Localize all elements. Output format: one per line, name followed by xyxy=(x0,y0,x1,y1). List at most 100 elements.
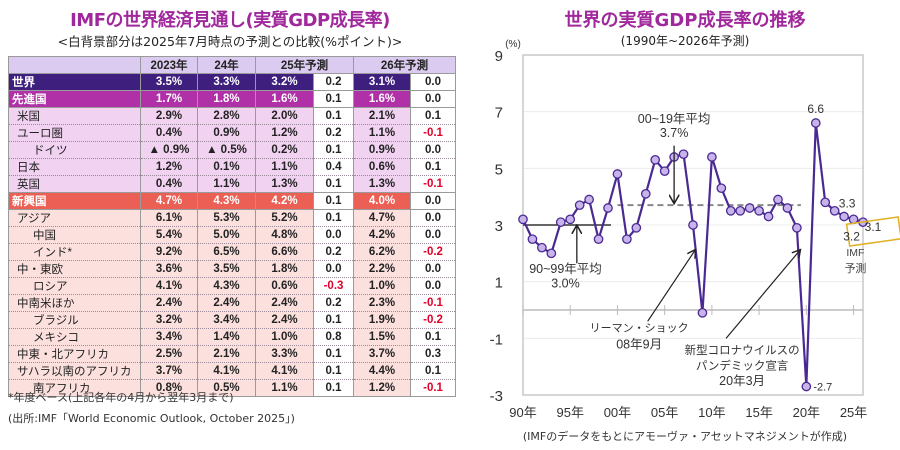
region-label: 先進国 xyxy=(8,90,141,108)
value-2025: 1.2% xyxy=(255,124,314,142)
y-tick-label: 5 xyxy=(495,161,503,178)
value-2024: 2.8% xyxy=(197,107,256,125)
avg-00s-value: 3.7% xyxy=(660,126,689,140)
x-tick-label: 20年 xyxy=(793,405,820,420)
value-2023: 3.5% xyxy=(140,73,198,91)
data-point xyxy=(546,248,557,259)
diff-2025: 0.2 xyxy=(312,294,355,312)
table-row: 英国 0.4% 1.1% 1.3% 0.1 1.3% -0.1 xyxy=(8,175,457,193)
diff-2025: 0.1 xyxy=(312,209,355,227)
x-tick-label: 90年 xyxy=(509,405,536,420)
gdp-line-chart: 9 7 5 3 1 -1 -3 (%) 90年 95年 00年 05年 10年 15年 20年 25年 90~9… xyxy=(490,39,900,420)
value-2024: ▲ 0.5% xyxy=(197,141,256,159)
value-2024: 2.1% xyxy=(197,345,256,363)
value-2023: 0.4% xyxy=(140,175,198,193)
chart-title: 世界の実質GDP成長率の推移 xyxy=(564,10,806,31)
value-2023: 3.7% xyxy=(140,362,198,380)
region-label: 中国 xyxy=(8,226,141,244)
diff-2026: -0.1 xyxy=(410,379,457,397)
header-2024: 24年 xyxy=(197,56,256,74)
value-2024: 5.0% xyxy=(197,226,256,244)
diff-2026: 0.0 xyxy=(410,73,457,91)
diff-2026: -0.1 xyxy=(410,175,457,193)
table-row: アジア 6.1% 5.3% 5.2% 0.1 4.7% 0.0 xyxy=(8,209,457,227)
x-tick-label: 95年 xyxy=(556,405,583,420)
footnote: *年度ベース(上記各年の4月から翌年3月まで) xyxy=(8,391,234,404)
diff-2026: 0.1 xyxy=(410,328,457,346)
data-point xyxy=(622,234,632,245)
diff-2026: 0.0 xyxy=(410,141,457,159)
diff-2026: 0.1 xyxy=(410,362,457,380)
covid-date: 20年3月 xyxy=(719,374,765,388)
value-2025: 1.1% xyxy=(255,158,314,176)
value-2026: 3.1% xyxy=(353,73,412,91)
data-point xyxy=(725,205,736,216)
peak-value-label: 6.6 xyxy=(807,102,824,116)
source-note: (出所:IMF「World Economic Outlook, October … xyxy=(8,412,295,425)
value-label-2025: 3.2 xyxy=(843,229,860,243)
region-label: インド* xyxy=(8,243,141,261)
y-tick-label: 9 xyxy=(495,48,503,65)
value-2025: 4.1% xyxy=(255,362,314,380)
value-label-2024: 3.3 xyxy=(839,197,856,211)
region-label: 新興国 xyxy=(8,192,141,210)
value-2026: 0.6% xyxy=(353,158,412,176)
value-label-2026: 3.1 xyxy=(865,220,882,234)
value-2026: 4.2% xyxy=(353,226,412,244)
data-point xyxy=(593,234,604,245)
region-label: ユーロ圏 xyxy=(8,124,141,142)
header-region xyxy=(8,56,141,74)
data-point xyxy=(782,203,793,213)
diff-2026: 0.0 xyxy=(410,277,457,295)
table-row: 新興国 4.7% 4.3% 4.2% 0.1 4.0% 0.0 xyxy=(8,192,457,210)
value-2024: 4.1% xyxy=(197,362,256,380)
value-2024: 0.1% xyxy=(197,158,256,176)
data-point xyxy=(716,183,727,194)
region-label: アジア xyxy=(8,209,141,227)
region-label: 米国 xyxy=(8,107,141,125)
table-row: 中国 5.4% 5.0% 4.8% 0.0 4.2% 0.0 xyxy=(8,226,457,244)
table-row: 米国 2.9% 2.8% 2.0% 0.1 2.1% 0.1 xyxy=(8,107,457,125)
diff-2026: 0.0 xyxy=(410,192,457,210)
value-2024: 1.4% xyxy=(197,328,256,346)
table-row: 世界 3.5% 3.3% 3.2% 0.2 3.1% 0.0 xyxy=(8,73,457,91)
diff-2025: 0.1 xyxy=(312,175,355,193)
data-point xyxy=(518,214,528,225)
value-2023: 2.5% xyxy=(140,345,198,363)
table-row: ドイツ ▲ 0.9% ▲ 0.5% 0.2% 0.1 0.9% 0.0 xyxy=(8,141,457,159)
value-2024: 4.3% xyxy=(197,192,256,210)
value-2026: 2.3% xyxy=(353,294,412,312)
diff-2025: 0.1 xyxy=(312,192,355,210)
diff-2026: 0.0 xyxy=(410,260,457,278)
data-point xyxy=(763,211,774,222)
region-label: 中東・北アフリカ xyxy=(8,345,141,363)
table-row: メキシコ 3.4% 1.4% 1.0% 0.8 1.5% 0.1 xyxy=(8,328,457,346)
data-point xyxy=(555,217,566,228)
x-tick-label: 15年 xyxy=(745,405,772,420)
region-label: ブラジル xyxy=(8,311,141,329)
value-2026: 4.0% xyxy=(353,192,412,210)
table-row: 日本 1.2% 0.1% 1.1% 0.4 0.6% 0.1 xyxy=(8,158,457,176)
table-row: ロシア 4.1% 4.3% 0.6% -0.3 1.0% 0.0 xyxy=(8,277,457,295)
region-label: 南アフリカ xyxy=(8,379,141,397)
value-2026: 4.7% xyxy=(353,209,412,227)
value-2023: 2.4% xyxy=(140,294,198,312)
diff-2025: 0.1 xyxy=(312,90,355,108)
region-label: サハラ以南のアフリカ xyxy=(8,362,141,380)
data-point xyxy=(697,307,708,318)
diff-2026: 0.3 xyxy=(410,345,457,363)
table-row: ユーロ圏 0.4% 0.9% 1.2% 0.2 1.1% -0.1 xyxy=(8,124,457,142)
value-2025: 3.2% xyxy=(255,73,314,91)
data-point xyxy=(659,166,670,177)
data-point xyxy=(754,205,764,216)
value-2026: 1.3% xyxy=(353,175,412,193)
value-2025: 1.0% xyxy=(255,328,314,346)
value-2025: 2.0% xyxy=(255,107,314,125)
y-tick-label: 7 xyxy=(495,105,503,122)
table-row: 南アフリカ 0.8% 0.5% 1.1% 0.1 1.2% -0.1 xyxy=(8,379,457,397)
data-point xyxy=(688,220,698,230)
value-2024: 1.8% xyxy=(197,90,256,108)
diff-2026: -0.2 xyxy=(410,243,457,261)
table-row: インド* 9.2% 6.5% 6.6% 0.2 6.2% -0.2 xyxy=(8,243,457,261)
y-axis-unit: (%) xyxy=(505,39,521,50)
